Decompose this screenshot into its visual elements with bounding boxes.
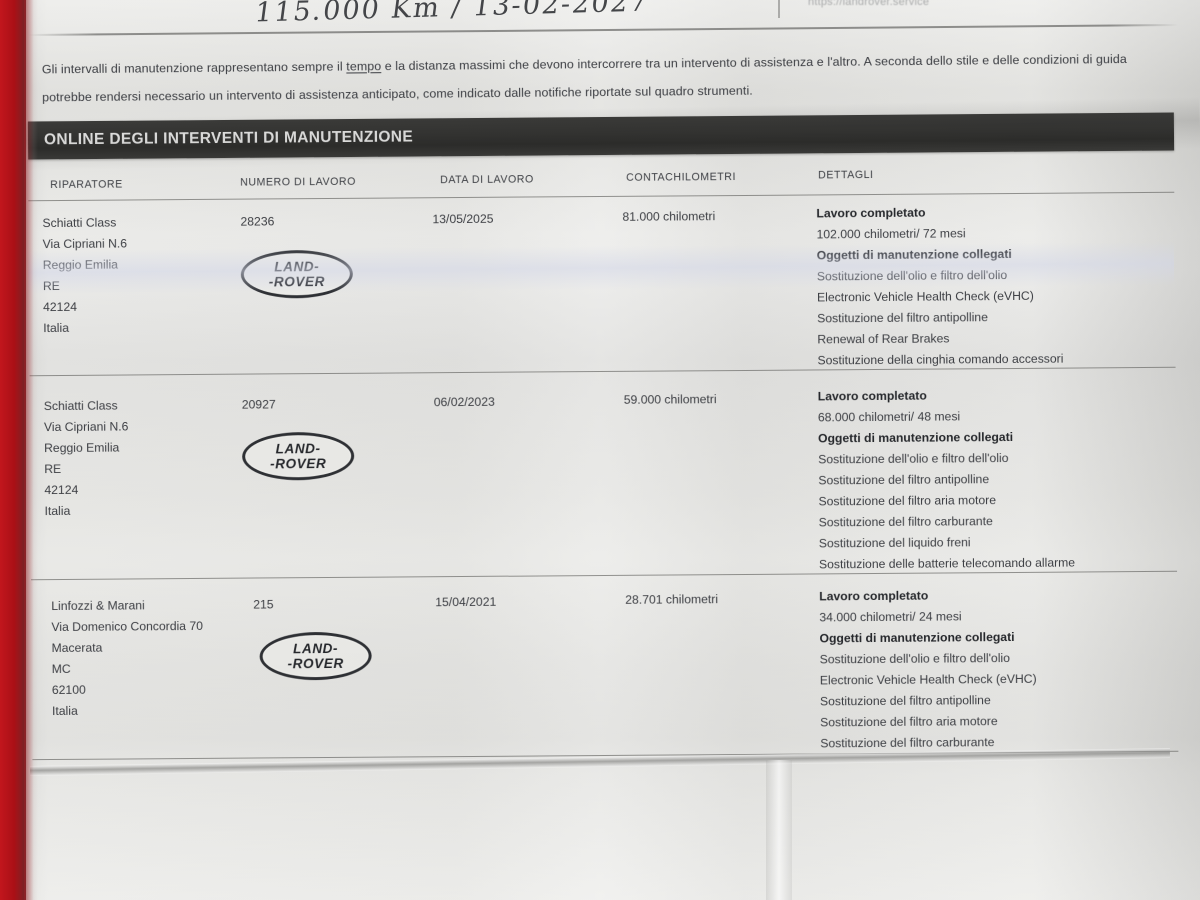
repairer-address: Linfozzi & Marani Via Domenico Concordia… bbox=[51, 595, 203, 722]
details-status: Lavoro completato bbox=[817, 388, 927, 404]
repairer-country: Italia bbox=[44, 503, 71, 519]
repairer-province: RE bbox=[44, 461, 62, 477]
logo-line-2: -ROVER bbox=[268, 274, 325, 290]
handwritten-note: 115.000 Km / 13-02-2027 bbox=[253, 0, 651, 29]
repairer-name: Schiatti Class bbox=[42, 215, 117, 231]
red-edge-glow bbox=[24, 0, 38, 900]
repairer-street: Via Domenico Concordia 70 bbox=[51, 618, 204, 635]
repairer-name: Linfozzi & Marani bbox=[51, 598, 145, 614]
section-banner: ONLINE DEGLI INTERVENTI DI MANUTENZIONE bbox=[27, 112, 1175, 160]
repairer-street: Via Cipriani N.6 bbox=[43, 419, 129, 435]
red-background-edge bbox=[0, 0, 26, 900]
details-item: Sostituzione del filtro antipolline bbox=[819, 693, 991, 709]
table-header-rule bbox=[28, 191, 1175, 202]
repairer-name: Schiatti Class bbox=[43, 398, 118, 414]
details-item: Renewal of Rear Brakes bbox=[817, 331, 950, 347]
details-cell: Lavoro completato 68.000 chilometri/ 48 … bbox=[818, 385, 1075, 576]
details-item: Sostituzione dell'olio e filtro dell'oli… bbox=[818, 451, 1009, 467]
details-item: Sostituzione dell'olio e filtro dell'oli… bbox=[819, 651, 1011, 667]
odometer-reading: 59.000 chilometri bbox=[623, 392, 717, 407]
repairer-address: Schiatti Class Via Cipriani N.6 Reggio E… bbox=[44, 395, 129, 522]
job-date: 06/02/2023 bbox=[433, 394, 495, 410]
logo-line-1: LAND- bbox=[275, 441, 321, 457]
top-column-divider bbox=[778, 0, 780, 18]
logo-line-2: -ROVER bbox=[287, 655, 344, 672]
repairer-street: Via Cipriani N.6 bbox=[42, 236, 128, 252]
details-item: Electronic Vehicle Health Check (eVHC) bbox=[819, 671, 1037, 688]
repairer-province: RE bbox=[42, 278, 60, 294]
details-item: Sostituzione del filtro antipolline bbox=[818, 472, 990, 488]
details-item: Sostituzione dell'olio e filtro dell'oli… bbox=[816, 268, 1008, 284]
details-items-heading: Oggetti di manutenzione collegati bbox=[819, 629, 1015, 646]
land-rover-logo: LAND- -ROVER bbox=[242, 431, 355, 481]
details-item: Sostituzione del filtro carburante bbox=[820, 735, 995, 751]
details-status: Lavoro completato bbox=[816, 205, 926, 221]
column-header-numero-di-lavoro: NUMERO DI LAVORO bbox=[240, 175, 356, 189]
repairer-city: Reggio Emilia bbox=[44, 440, 120, 456]
repairer-country: Italia bbox=[43, 320, 70, 336]
repairer-province: MC bbox=[51, 661, 71, 677]
land-rover-logo: LAND- -ROVER bbox=[240, 249, 354, 299]
column-header-dettagli: DETTAGLI bbox=[818, 169, 874, 182]
top-url-text: https://landrover.service bbox=[808, 0, 930, 8]
details-cell: Lavoro completato 34.000 chilometri/ 24 … bbox=[819, 585, 1037, 755]
details-items-heading: Oggetti di manutenzione collegati bbox=[818, 429, 1014, 446]
table-row-rule bbox=[29, 366, 1176, 377]
repairer-postcode: 42124 bbox=[44, 482, 79, 498]
section-banner-title: ONLINE DEGLI INTERVENTI DI MANUTENZIONE bbox=[43, 128, 414, 149]
details-interval: 34.000 chilometri/ 24 mesi bbox=[819, 609, 962, 625]
repairer-address: Schiatti Class Via Cipriani N.6 Reggio E… bbox=[42, 212, 127, 339]
intro-underlined-word: tempo bbox=[346, 59, 382, 74]
table-row-rule bbox=[31, 570, 1178, 581]
details-item: Sostituzione del liquido freni bbox=[818, 535, 971, 551]
column-header-contachilometri: CONTACHILOMETRI bbox=[626, 171, 737, 184]
odometer-reading: 28.701 chilometri bbox=[625, 592, 719, 607]
details-items-heading: Oggetti di manutenzione collegati bbox=[816, 246, 1012, 263]
logo-line-1: LAND- bbox=[274, 259, 320, 275]
repairer-country: Italia bbox=[51, 703, 78, 719]
land-rover-logo: LAND- -ROVER bbox=[259, 631, 372, 681]
top-horizontal-rule bbox=[28, 23, 1178, 37]
repairer-city: Macerata bbox=[51, 640, 103, 656]
details-cell: Lavoro completato 102.000 chilometri/ 72… bbox=[816, 202, 1063, 372]
column-header-data-di-lavoro: DATA DI LAVORO bbox=[440, 173, 534, 187]
column-header-riparatore: RIPARATORE bbox=[50, 178, 123, 192]
job-number: 20927 bbox=[241, 397, 276, 412]
details-item: Sostituzione del filtro aria motore bbox=[818, 493, 997, 509]
job-number: 28236 bbox=[240, 214, 275, 229]
repairer-city: Reggio Emilia bbox=[42, 257, 119, 273]
table-bottom-rule bbox=[32, 750, 1179, 761]
repairer-postcode: 42124 bbox=[43, 299, 78, 315]
details-interval: 68.000 chilometri/ 48 mesi bbox=[817, 409, 961, 425]
details-status: Lavoro completato bbox=[819, 588, 929, 604]
logo-line-2: -ROVER bbox=[270, 456, 327, 472]
details-item: Electronic Vehicle Health Check (eVHC) bbox=[816, 288, 1034, 305]
repairer-postcode: 62100 bbox=[51, 682, 86, 698]
intro-text-part1: Gli intervalli di manutenzione rappresen… bbox=[41, 59, 347, 77]
details-item: Sostituzione del filtro antipolline bbox=[817, 310, 988, 326]
logo-line-1: LAND- bbox=[293, 640, 339, 657]
odometer-reading: 81.000 chilometri bbox=[622, 209, 716, 224]
details-interval: 102.000 chilometri/ 72 mesi bbox=[816, 226, 966, 242]
details-item: Sostituzione del filtro aria motore bbox=[820, 714, 998, 730]
details-item: Sostituzione del filtro carburante bbox=[818, 514, 993, 530]
job-date: 13/05/2025 bbox=[432, 211, 494, 227]
intro-paragraph: Gli intervalli di manutenzione rappresen… bbox=[42, 45, 1172, 112]
job-date: 15/04/2021 bbox=[435, 594, 497, 610]
job-number: 215 bbox=[253, 597, 274, 612]
